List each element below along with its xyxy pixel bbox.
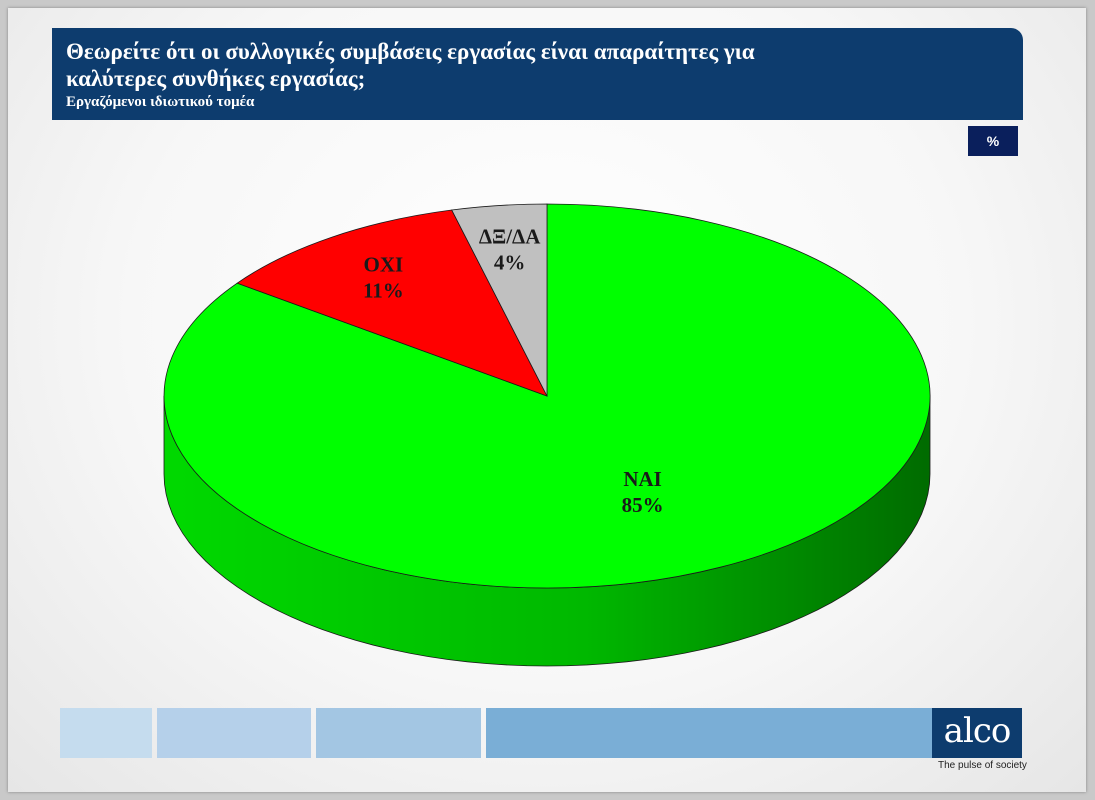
footer-block-2: [157, 708, 311, 758]
alco-logo: alco: [932, 708, 1022, 758]
slice-value-label-1: 11%: [363, 278, 404, 302]
chart-title: Θεωρείτε ότι οι συλλογικές συμβάσεις εργ…: [66, 39, 755, 91]
slice-value-label-0: 85%: [622, 493, 664, 517]
pie-slice-1: [236, 209, 548, 397]
title-banner: Θεωρείτε ότι οι συλλογικές συμβάσεις εργ…: [52, 28, 1023, 120]
slice-label-2: ΔΞ/ΔΑ: [479, 224, 541, 248]
unit-badge: %: [968, 126, 1018, 156]
footer-block-4: [486, 708, 934, 758]
slice-label-1: ΟΧΙ: [364, 252, 404, 276]
chart-subtitle: Εργαζόμενοι ιδιωτικού τομέα: [66, 94, 255, 110]
slice-value-label-2: 4%: [494, 250, 526, 274]
footer-block-1: [60, 708, 152, 758]
footer-block-3: [316, 708, 481, 758]
pie-slice-2: [451, 203, 548, 397]
slice-label-0: ΝΑΙ: [623, 467, 662, 491]
logo-text: alco: [943, 711, 1012, 751]
brand-tagline: The pulse of society: [938, 760, 1027, 771]
